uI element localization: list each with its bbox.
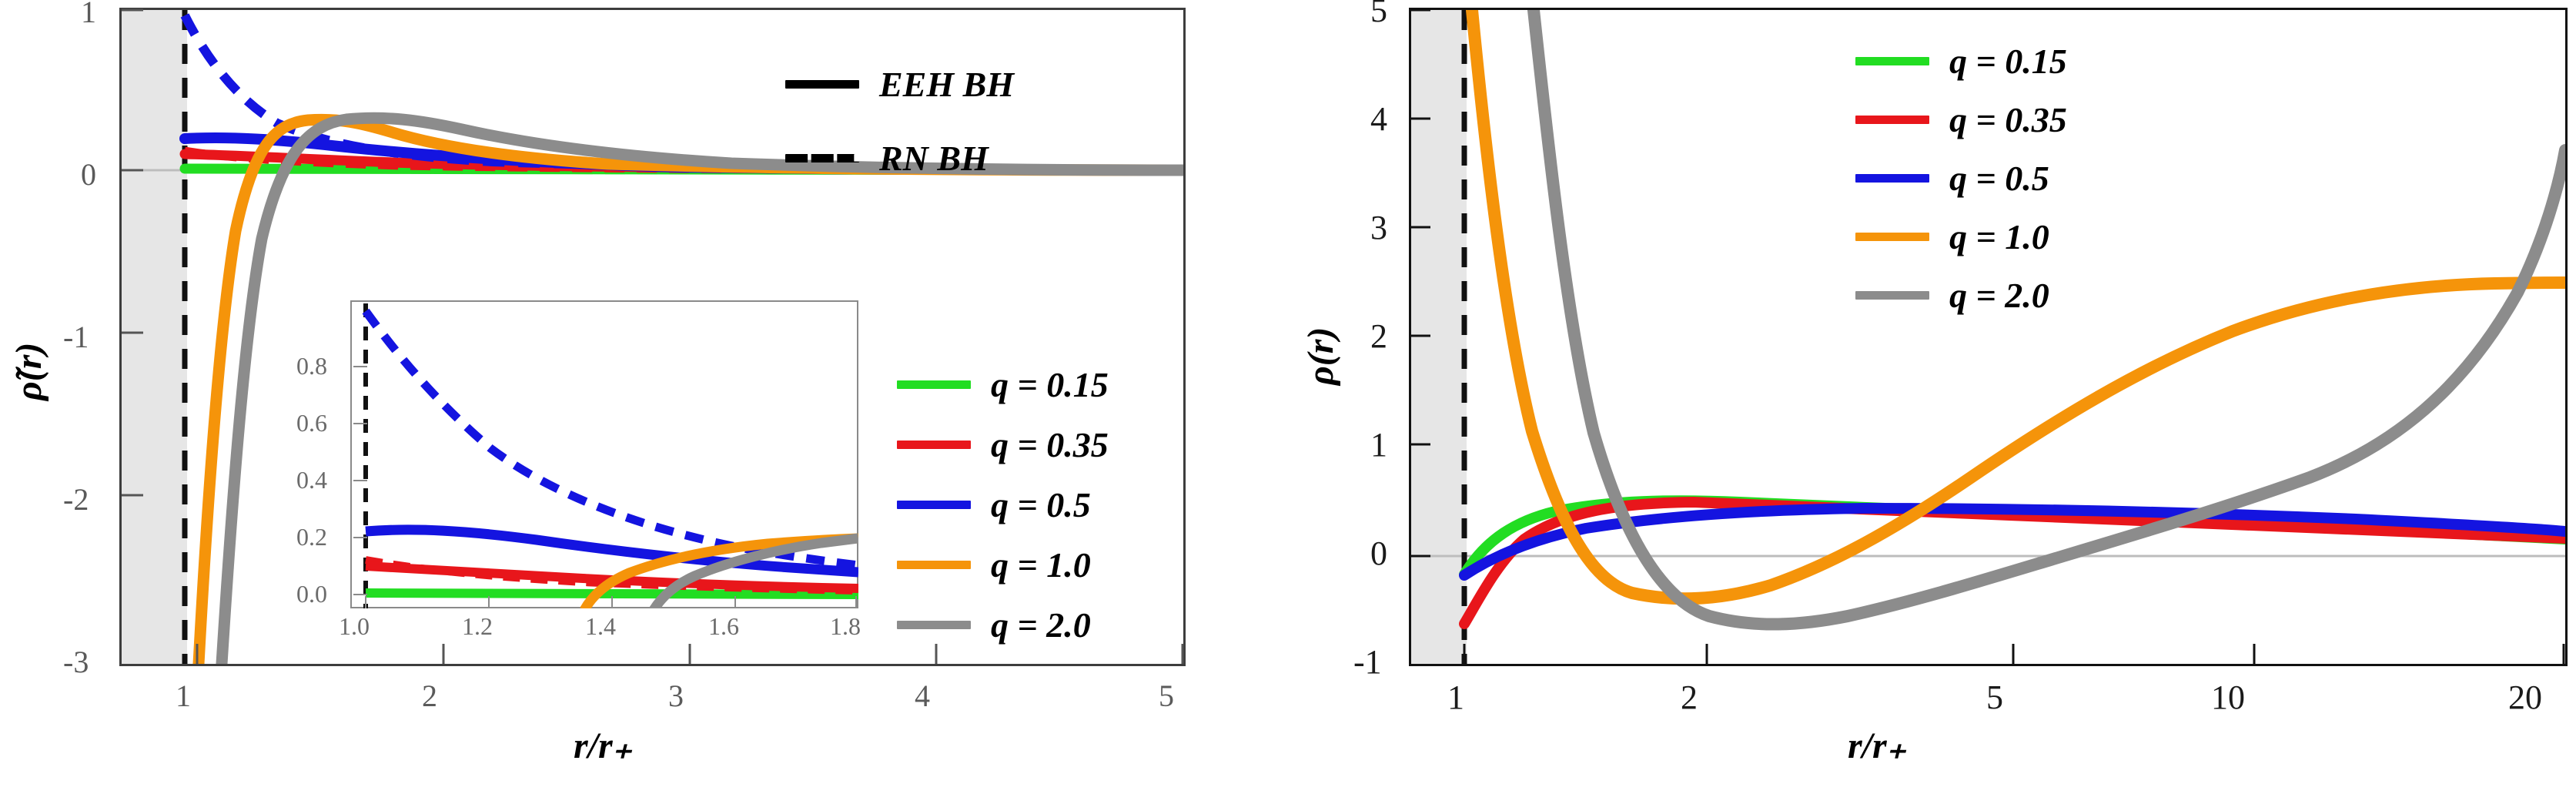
- left-xtick-3: 4: [915, 678, 930, 713]
- inset-ytick-3: 0.6: [296, 409, 327, 437]
- right-panel: ρ(r) r/r₊ 5 4 3 2 1 0 -1 1 2 5 10 20: [1263, 0, 2576, 794]
- right-ytick-4: 1: [1370, 426, 1387, 464]
- right-xtick-2: 5: [1986, 678, 2003, 716]
- right-q-color-swatch-icon-3: [1855, 232, 1929, 241]
- left-q-legend: q = 0.15 q = 0.35 q = 0.5 q = 1.0 q = 2.…: [897, 360, 1109, 648]
- right-ytick-3: 2: [1370, 317, 1387, 355]
- right-legend-row-q-3: q = 1.0: [1855, 213, 2067, 260]
- right-legend-label-q-3: q = 1.0: [1949, 216, 2049, 256]
- right-xtick-3: 10: [2211, 678, 2245, 716]
- right-q-color-swatch-icon-0: [1855, 56, 1929, 65]
- left-x-axis-label: r/r₊: [574, 725, 633, 766]
- inset-curves: [353, 303, 858, 608]
- right-ytick-6: -1: [1353, 643, 1382, 681]
- right-xtick-1: 2: [1681, 678, 1698, 716]
- q-color-swatch-icon-2: [897, 500, 971, 509]
- legend-row-q-0: q = 0.15: [897, 360, 1109, 408]
- inset-xtick-0: 1.0: [339, 612, 370, 640]
- dashed-line-swatch-icon: [785, 153, 859, 162]
- right-legend-row-q-4: q = 2.0: [1855, 271, 2067, 319]
- left-ytick-0: 1: [81, 0, 96, 29]
- inset-xtick-4: 1.8: [830, 612, 861, 640]
- right-q-color-swatch-icon-4: [1855, 290, 1929, 300]
- right-legend-row-q-1: q = 0.35: [1855, 95, 2067, 143]
- left-ytick-4: -3: [63, 645, 89, 679]
- right-legend-label-q-1: q = 0.35: [1949, 99, 2067, 139]
- right-ytick-0: 5: [1370, 0, 1387, 29]
- right-ytick-5: 0: [1370, 534, 1387, 572]
- left-ytick-2: -1: [63, 320, 89, 354]
- left-horizon-shade: [122, 10, 187, 664]
- legend-label-q-0: q = 0.15: [991, 364, 1109, 404]
- legend-row-q-2: q = 0.5: [897, 481, 1109, 528]
- legend-label-q-1: q = 0.35: [991, 424, 1109, 464]
- inset-ytick-4: 0.8: [296, 352, 327, 380]
- legend-row-eeh: EEH BH: [785, 60, 1014, 108]
- right-curves: [1411, 8, 2565, 664]
- inset-ytick-0: 0.0: [296, 580, 327, 608]
- right-q-legend: q = 0.15 q = 0.35 q = 0.5 q = 1.0 q = 2.…: [1855, 37, 2067, 319]
- inset-xtick-3: 1.6: [708, 612, 739, 640]
- legend-label-q-3: q = 1.0: [991, 544, 1091, 585]
- right-xtick-0: 1: [1447, 678, 1464, 716]
- q-color-swatch-icon-4: [897, 620, 971, 629]
- left-xtick-1: 2: [422, 678, 437, 713]
- q-color-swatch-icon-3: [897, 560, 971, 569]
- right-xtick-4: 20: [2508, 678, 2542, 716]
- right-x-axis-label: r/r₊: [1848, 725, 1907, 766]
- left-xtick-4: 5: [1159, 678, 1174, 713]
- right-legend-row-q-2: q = 0.5: [1855, 154, 2067, 202]
- left-style-legend: EEH BH RN BH: [785, 60, 1014, 182]
- q-color-swatch-icon-1: [897, 440, 971, 449]
- inset-xtick-1: 1.2: [462, 612, 493, 640]
- inset-ytick-1: 0.2: [296, 523, 327, 551]
- left-xtick-2: 3: [668, 678, 684, 713]
- right-ytick-1: 4: [1370, 100, 1387, 138]
- legend-row-rn: RN BH: [785, 134, 1014, 182]
- left-curves: [122, 8, 1184, 664]
- inset-xtick-2: 1.4: [585, 612, 616, 640]
- legend-row-q-1: q = 0.35: [897, 420, 1109, 468]
- right-legend-label-q-4: q = 2.0: [1949, 275, 2049, 315]
- right-ytick-2: 3: [1370, 209, 1387, 246]
- legend-label-rn: RN BH: [879, 138, 989, 178]
- inset-ytick-2: 0.4: [296, 466, 327, 494]
- left-panel: ρ̃(r) r/r₊ 1 0 -1 -2 -3 1 2 3 4 5: [0, 0, 1201, 794]
- legend-label-eeh: EEH BH: [879, 64, 1015, 104]
- left-ytick-3: -2: [63, 482, 89, 517]
- legend-label-q-4: q = 2.0: [991, 605, 1091, 645]
- left-inset-plot: [350, 300, 858, 608]
- legend-row-q-4: q = 2.0: [897, 601, 1109, 648]
- left-ytick-1: 0: [81, 157, 96, 192]
- solid-line-swatch-icon: [785, 79, 859, 89]
- left-xtick-0: 1: [176, 678, 191, 713]
- right-legend-label-q-2: q = 0.5: [1949, 158, 2049, 198]
- right-legend-row-q-0: q = 0.15: [1855, 37, 2067, 85]
- legend-label-q-2: q = 0.5: [991, 484, 1091, 524]
- q-color-swatch-icon-0: [897, 380, 971, 389]
- right-q-color-swatch-icon-1: [1855, 115, 1929, 124]
- right-q-color-swatch-icon-2: [1855, 173, 1929, 183]
- right-legend-label-q-0: q = 0.15: [1949, 41, 2067, 81]
- legend-row-q-3: q = 1.0: [897, 541, 1109, 588]
